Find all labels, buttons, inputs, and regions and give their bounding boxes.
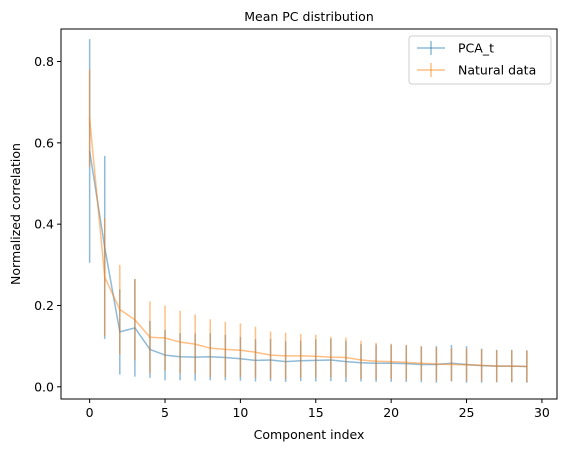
x-axis-label: Component index	[254, 427, 365, 442]
y-tick-label: 0.4	[34, 217, 54, 232]
x-tick-label: 15	[308, 405, 324, 420]
x-tick-label: 0	[86, 405, 94, 420]
legend-entries: PCA_t Natural data	[417, 41, 536, 78]
legend: PCA_t Natural data	[408, 35, 552, 85]
legend-label: Natural data	[458, 63, 536, 78]
data-layer	[88, 39, 528, 383]
y-tick-label: 0.8	[34, 54, 54, 69]
legend-entry: Natural data	[417, 63, 536, 78]
plot-frame	[60, 28, 558, 400]
x-tick-label: 20	[383, 405, 399, 420]
legend-label: PCA_t	[458, 41, 494, 56]
x-tick-label: 10	[232, 405, 248, 420]
y-tick-label: 0.2	[34, 298, 54, 313]
x-axis: 0 5 10 15 20 25 30	[86, 399, 550, 420]
legend-entry: PCA_t	[417, 41, 494, 56]
x-tick-label: 25	[459, 405, 475, 420]
series-line	[88, 150, 527, 368]
series-2	[88, 69, 528, 383]
y-axis: 0.0 0.2 0.4 0.6 0.8	[34, 54, 61, 394]
series-line	[88, 118, 527, 368]
x-tick-label: 30	[534, 405, 550, 420]
y-tick-label: 0.6	[34, 135, 54, 150]
chart-title: Mean PC distribution	[244, 9, 374, 24]
x-tick-label: 5	[161, 405, 169, 420]
y-tick-label: 0.0	[34, 379, 54, 394]
y-axis-label: Normalized correlation	[8, 143, 23, 285]
